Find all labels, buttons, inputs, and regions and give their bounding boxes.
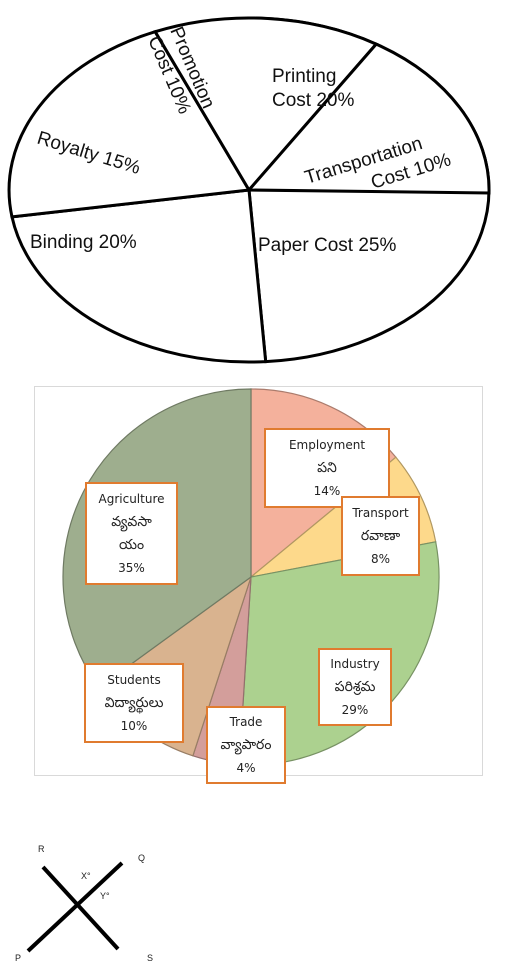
point-s-label: S <box>147 953 153 963</box>
label-line: Trade <box>229 715 263 729</box>
label-line: 29% <box>342 703 369 717</box>
label-line: Employment <box>289 438 365 452</box>
angle-y-label: Y° <box>100 891 110 901</box>
line-pq <box>26 861 124 953</box>
label-agriculture: Agriculture వ్యవసా యం 35% <box>85 482 178 585</box>
label-paper-cost: Paper Cost 25% <box>258 235 396 256</box>
label-box <box>206 706 286 784</box>
label-box <box>341 496 420 576</box>
label-trade: Trade వ్యాపారం 4% <box>206 706 286 784</box>
intersecting-lines-figure: R Q P S X° Y° <box>15 844 153 963</box>
label-line: Agriculture <box>99 492 165 506</box>
slice-binding <box>7 29 252 219</box>
label-printing-cost: Printing Cost 20% <box>272 66 354 111</box>
label-line: Transport <box>351 506 409 520</box>
label-binding: Binding 20% <box>30 232 137 253</box>
sector-pie-chart: Employment పని 14% Transport రవాణా 8% Industry… <box>62 388 440 784</box>
label-box <box>85 482 178 585</box>
label-industry: Industry పరిశ్రమ 29% <box>318 648 392 726</box>
slice-royalty <box>152 16 379 193</box>
label-line: పరిశ్రమ <box>335 679 376 695</box>
point-p-label: P <box>15 953 21 963</box>
label-line: 35% <box>118 561 145 575</box>
label-students: Students విద్యార్థులు 10% <box>84 663 184 743</box>
slice-promotion-cost <box>245 42 491 195</box>
label-line: 14% <box>314 484 341 498</box>
label-line: వ్యవసా <box>111 514 152 532</box>
label-box <box>84 663 184 743</box>
label-box <box>318 648 392 726</box>
label-line: 4% <box>236 761 255 775</box>
sector-pie-chart-frame: Employment పని 14% Transport రవాణా 8% Industry… <box>34 386 483 784</box>
angle-x-label: X° <box>81 871 91 881</box>
label-line: 8% <box>371 552 390 566</box>
label-box <box>264 428 390 508</box>
label-transport: Transport రవాణా 8% <box>341 496 420 576</box>
line-rs <box>41 865 120 951</box>
label-employment: Employment పని 14% <box>264 428 390 508</box>
label-line: పని <box>317 460 337 476</box>
label-line: Students <box>107 673 161 687</box>
cost-pie-chart: Printing Cost 20%TransportationCost 10%Pa… <box>7 16 491 364</box>
label-line: వ్యాపారం <box>221 737 272 755</box>
label-line: విద్యార్థులు <box>105 695 164 714</box>
slice-paper-cost <box>10 188 268 364</box>
label-line: Industry <box>330 657 379 671</box>
label-line: 10% <box>121 719 148 733</box>
label-line: యం <box>119 537 144 553</box>
label-line: రవాణా <box>361 528 401 544</box>
point-q-label: Q <box>138 853 145 863</box>
point-r-label: R <box>38 844 45 854</box>
